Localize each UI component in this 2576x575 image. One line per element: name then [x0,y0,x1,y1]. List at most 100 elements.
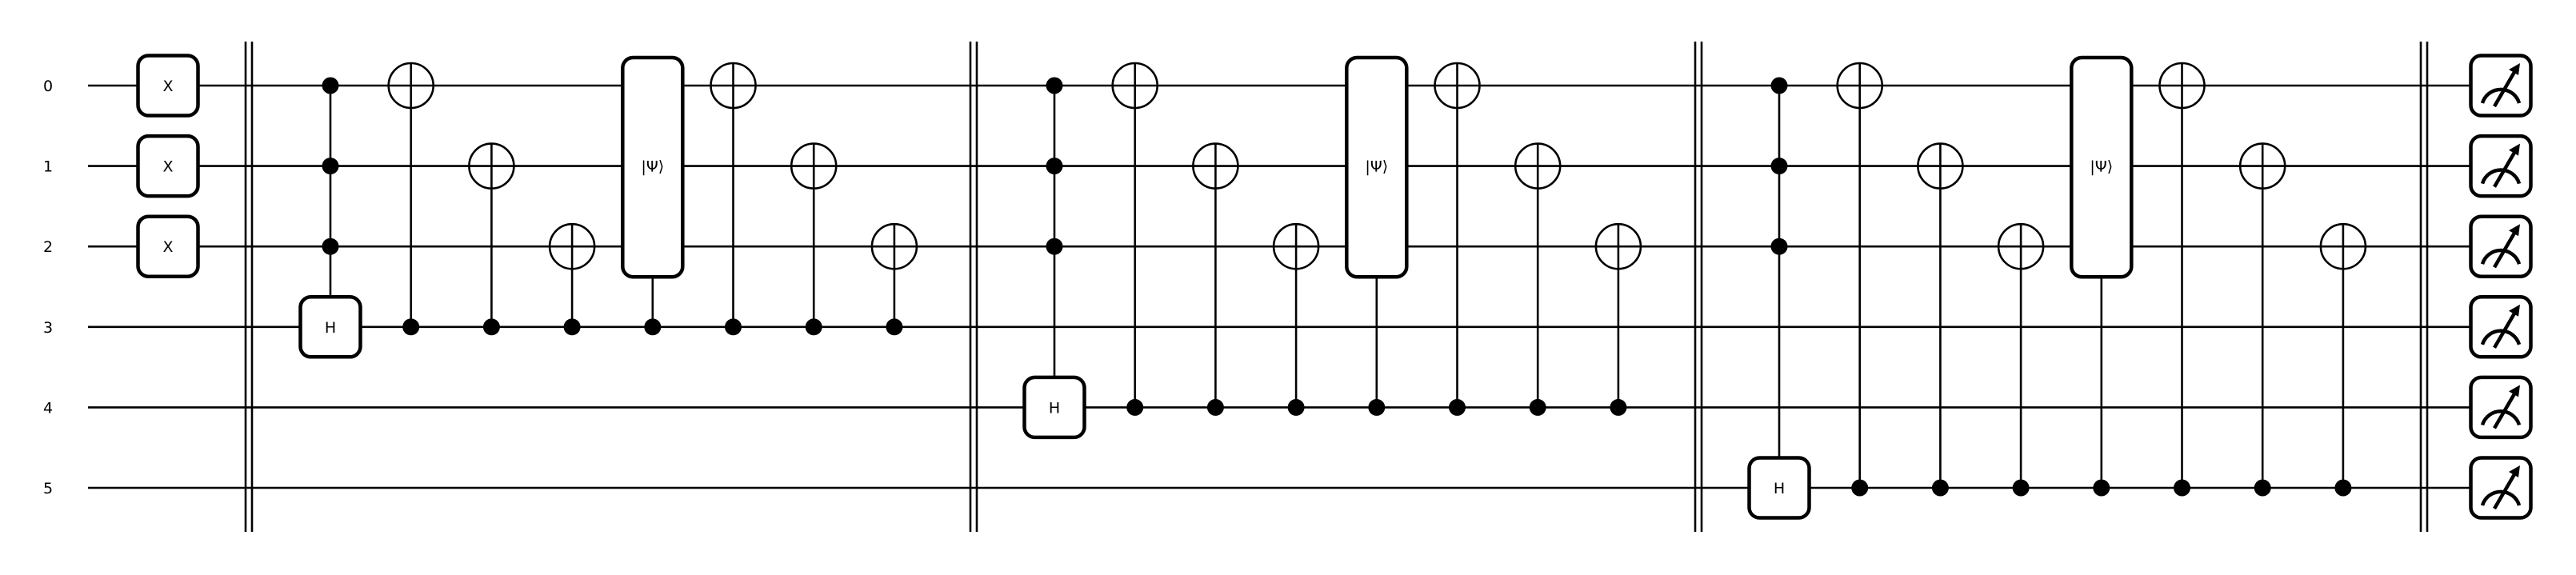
meter-arrowhead-q5 [2509,465,2520,477]
cnot-control-b1-post2 [1610,398,1627,416]
control-dot-b2-q1 [1770,158,1788,175]
x-gate-q1: X [136,134,200,198]
cnot-control-b0-post1 [805,318,822,336]
control-dot-b1-q1 [1046,158,1063,175]
cnot-control-b2-post2 [2334,479,2352,497]
cnot-control-b0-pre0 [402,318,420,336]
meter-arrowhead-q2 [2509,224,2520,237]
psi-gate-b1-box [1345,55,1409,279]
measure-box-q4 [2469,375,2533,440]
cnot-control-b1-pre2 [1287,398,1305,416]
control-dot-b1-q2 [1046,238,1063,255]
x-gate-q2: X [136,214,200,278]
measure-box-q5 [2469,456,2533,520]
wire-label-2: 2 [43,238,53,256]
cnot-control-b1-post1 [1529,398,1546,416]
measure-box-q1 [2469,134,2533,198]
h-gate-b0-box [298,295,362,359]
wire-label-1: 1 [43,158,53,176]
x-gate-q0: X [136,54,200,118]
psi-gate-b0: |Ψ⟩ [621,55,685,279]
cnot-control-b0-post0 [725,318,742,336]
cnot-target-b0-post-q0 [710,62,757,110]
measure-gate-q4 [2469,375,2533,440]
cnot-control-b0-post2 [886,318,903,336]
meter-arc-q5 [2480,489,2522,506]
meter-needle-q5 [2493,469,2518,510]
wire-label-5: 5 [43,480,53,497]
h-gate-b2: H [1747,456,1811,520]
control-dot-b0-q0 [322,77,339,94]
meter-arrowhead-q1 [2509,143,2520,156]
h-gate-b0-label: H [325,319,336,337]
cnot-target-b1-pre-q1 [1192,142,1239,190]
x-gate-q2-label: X [162,238,173,256]
cnot-target-b2-post-q0 [2158,62,2206,110]
control-dot-b0-q2 [322,238,339,255]
wire-label-0: 0 [43,78,53,95]
meter-arc-q3 [2480,329,2522,345]
psi-gate-b2-box [2070,55,2134,279]
cnot-control-b2-post0 [2174,479,2190,497]
psi-control-b2 [2093,479,2110,497]
psi-gate-b2-label: |Ψ⟩ [2090,158,2113,176]
x-gate-q1-box [136,134,200,198]
cnot-target-b2-post-q2 [2319,222,2367,270]
wire-label-4: 4 [43,399,53,417]
psi-gate-b0-label: |Ψ⟩ [641,158,664,176]
h-gate-b2-label: H [1774,480,1785,497]
cnot-control-b1-pre1 [1206,398,1224,416]
cnot-target-b0-post-q1 [790,142,838,190]
cnot-target-b0-pre-q1 [468,142,515,190]
measure-box-q0 [2469,54,2533,118]
cnot-control-b1-post0 [1449,398,1466,416]
wire-labels-layer: 0 1 2 3 4 5 [43,78,53,497]
meter-needle-q2 [2493,228,2518,269]
cnot-target-b2-pre-q0 [1836,62,1883,110]
psi-gate-b2: |Ψ⟩ [2070,55,2134,279]
control-dot-b0-q1 [322,158,339,175]
measure-box-q3 [2469,295,2533,359]
meter-arc-q1 [2480,168,2522,185]
meter-needle-q1 [2493,147,2518,188]
cnot-target-b0-post-q2 [870,222,918,270]
measure-gate-q0 [2469,54,2533,118]
cnot-target-b1-pre-q0 [1111,62,1158,110]
cnot-target-b1-post-q1 [1514,142,1562,190]
h-gate-b0: H [298,295,362,359]
cnot-control-b2-pre1 [1931,479,1949,497]
measure-gate-q5 [2469,456,2533,520]
cnot-target-b1-post-q0 [1434,62,1481,110]
h-gate-b1-label: H [1049,399,1060,417]
meter-arrowhead-q3 [2509,304,2520,317]
cnot-target-b1-pre-q2 [1272,222,1320,270]
h-gate-b2-box [1747,456,1811,520]
wires-layer [88,84,2512,489]
meter-needle-q4 [2493,389,2518,429]
cnot-target-b2-pre-q1 [1917,142,1964,190]
meter-needle-q3 [2493,308,2518,349]
h-gate-b1-box [1022,375,1086,440]
psi-control-b0 [644,318,662,336]
meter-arc-q4 [2480,409,2522,426]
measure-gate-q2 [2469,214,2533,278]
psi-gate-b1: |Ψ⟩ [1345,55,1409,279]
barriers-layer [244,42,2429,532]
connector-lines-layer [329,63,2345,488]
psi-gate-b1-label: |Ψ⟩ [1365,158,1388,176]
control-dot-b2-q0 [1770,77,1788,94]
cnot-control-b0-pre2 [563,318,581,336]
cnot-target-b0-pre-q2 [548,222,596,270]
control-dot-b1-q0 [1046,77,1063,94]
cnot-control-b2-post1 [2254,479,2271,497]
h-gate-b1: H [1022,375,1086,440]
cnot-control-b0-pre1 [482,318,500,336]
wire-label-3: 3 [43,319,53,337]
measure-box-q2 [2469,214,2533,278]
x-gate-q0-box [136,54,200,118]
gates-layer: X X X H |Ψ⟩ H |Ψ⟩ H |Ψ⟩ [136,54,2533,520]
x-gate-q1-label: X [162,158,173,176]
control-dot-b2-q2 [1770,238,1788,255]
meter-needle-q0 [2493,66,2518,108]
